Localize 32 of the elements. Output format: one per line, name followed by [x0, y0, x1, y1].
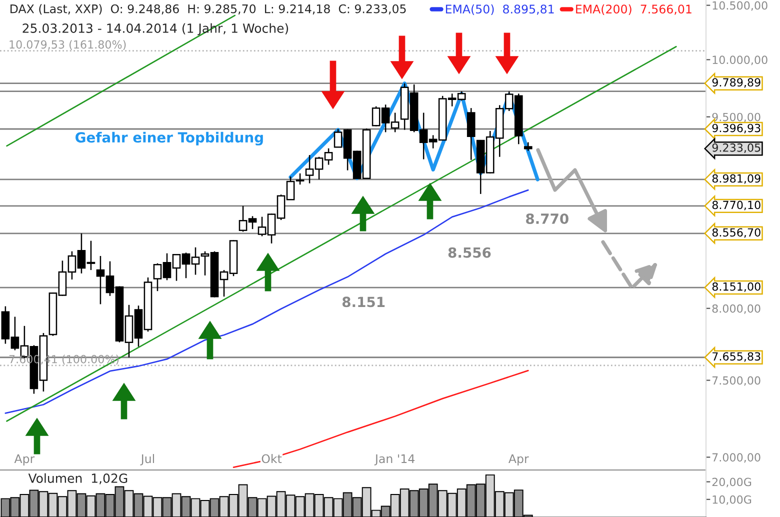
ref-line-label: 9.789,89: [712, 78, 760, 88]
y-tick-label: 10.500,00: [712, 1, 768, 11]
y-tick-label: 7.000,00: [712, 453, 760, 463]
legend-label: EMA(50) 8.895,81: [446, 4, 554, 15]
ref-line-label: 9.396,93: [712, 124, 760, 134]
candlestick: [466, 107, 476, 161]
ref-line-label: 7.655,83: [712, 352, 760, 362]
text: 9.233,05: [712, 143, 760, 153]
ref-line-label: 10.079,53 (161.80%): [10, 40, 126, 50]
x-tick-label: Apr: [14, 454, 35, 466]
annotation: 8.151: [342, 296, 385, 308]
y-tick-label: 9.500,00: [712, 112, 760, 122]
x-tick-label: Apr: [508, 454, 529, 466]
ref-line-label: 8.151,00: [712, 282, 760, 292]
chart-title: DAX (Last, XXP) O: 9.248,86 H: 9.285,70 L: 9.214,18 C: 9.233,05: [10, 4, 406, 15]
ref-line-label: 8.770,10: [712, 200, 760, 210]
ref-line-label: 8.981,09: [712, 174, 760, 184]
annotation: 8.556: [448, 247, 491, 258]
annotation: Gefahr einer Topbildung: [76, 132, 263, 146]
y-tick-label: 10,00G: [712, 495, 752, 505]
y-tick-label: 7.500,00: [712, 376, 760, 386]
y-tick-label: 10.000,00: [712, 56, 768, 66]
ref-line-label: 8.556,70: [712, 228, 760, 238]
x-tick-label: Jan '14: [374, 454, 415, 466]
y-tick-label: 20,00G: [712, 478, 752, 488]
y-tick-label: 8.000,00: [712, 304, 760, 314]
x-tick-label: Okt: [262, 454, 282, 464]
legend-label: EMA(200) 7.566,01: [576, 4, 692, 15]
x-tick-label: Jul: [140, 454, 154, 466]
line-series: [232, 370, 529, 468]
chart-title: Volumen 1,02G: [28, 473, 128, 484]
annotation: 8.770: [526, 213, 568, 224]
